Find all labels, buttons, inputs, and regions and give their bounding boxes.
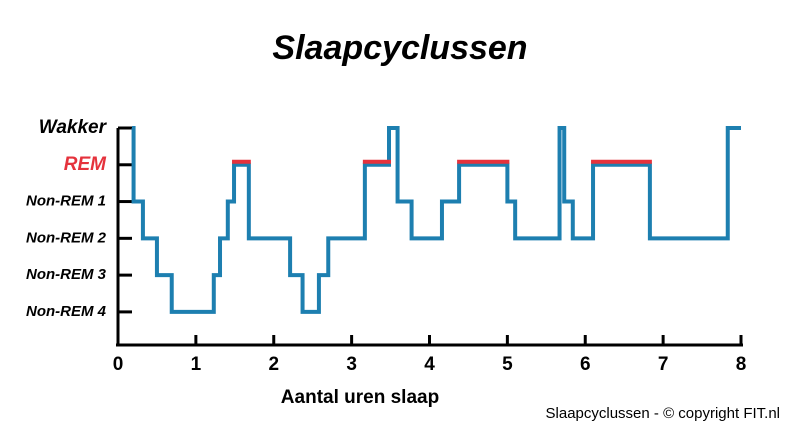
x-tick-label: 1: [191, 354, 202, 375]
y-tick-label: Non-REM 1: [26, 193, 106, 210]
chart-title: Slaapcyclussen: [272, 29, 527, 67]
x-tick-label: 3: [346, 354, 357, 375]
y-tick-label: Wakker: [39, 117, 108, 138]
y-tick-label: Non-REM 2: [26, 229, 107, 246]
x-axis-title: Aantal uren slaap: [281, 387, 439, 408]
x-tick-label: 5: [502, 354, 513, 375]
sleep-line: [131, 126, 741, 314]
x-tick-label: 7: [658, 354, 669, 375]
x-tick-label: 2: [268, 354, 279, 375]
y-tick-label: REM: [64, 154, 107, 175]
x-tick-label: 6: [580, 354, 591, 375]
x-tick-label: 4: [424, 354, 435, 375]
y-tick-label: Non-REM 4: [26, 303, 107, 320]
footer: Slaapcyclussen - © copyright FIT.nl: [546, 405, 780, 422]
y-tick-label: Non-REM 3: [26, 266, 107, 283]
x-tick-label: 8: [736, 354, 747, 375]
x-tick-label: 0: [113, 354, 124, 375]
